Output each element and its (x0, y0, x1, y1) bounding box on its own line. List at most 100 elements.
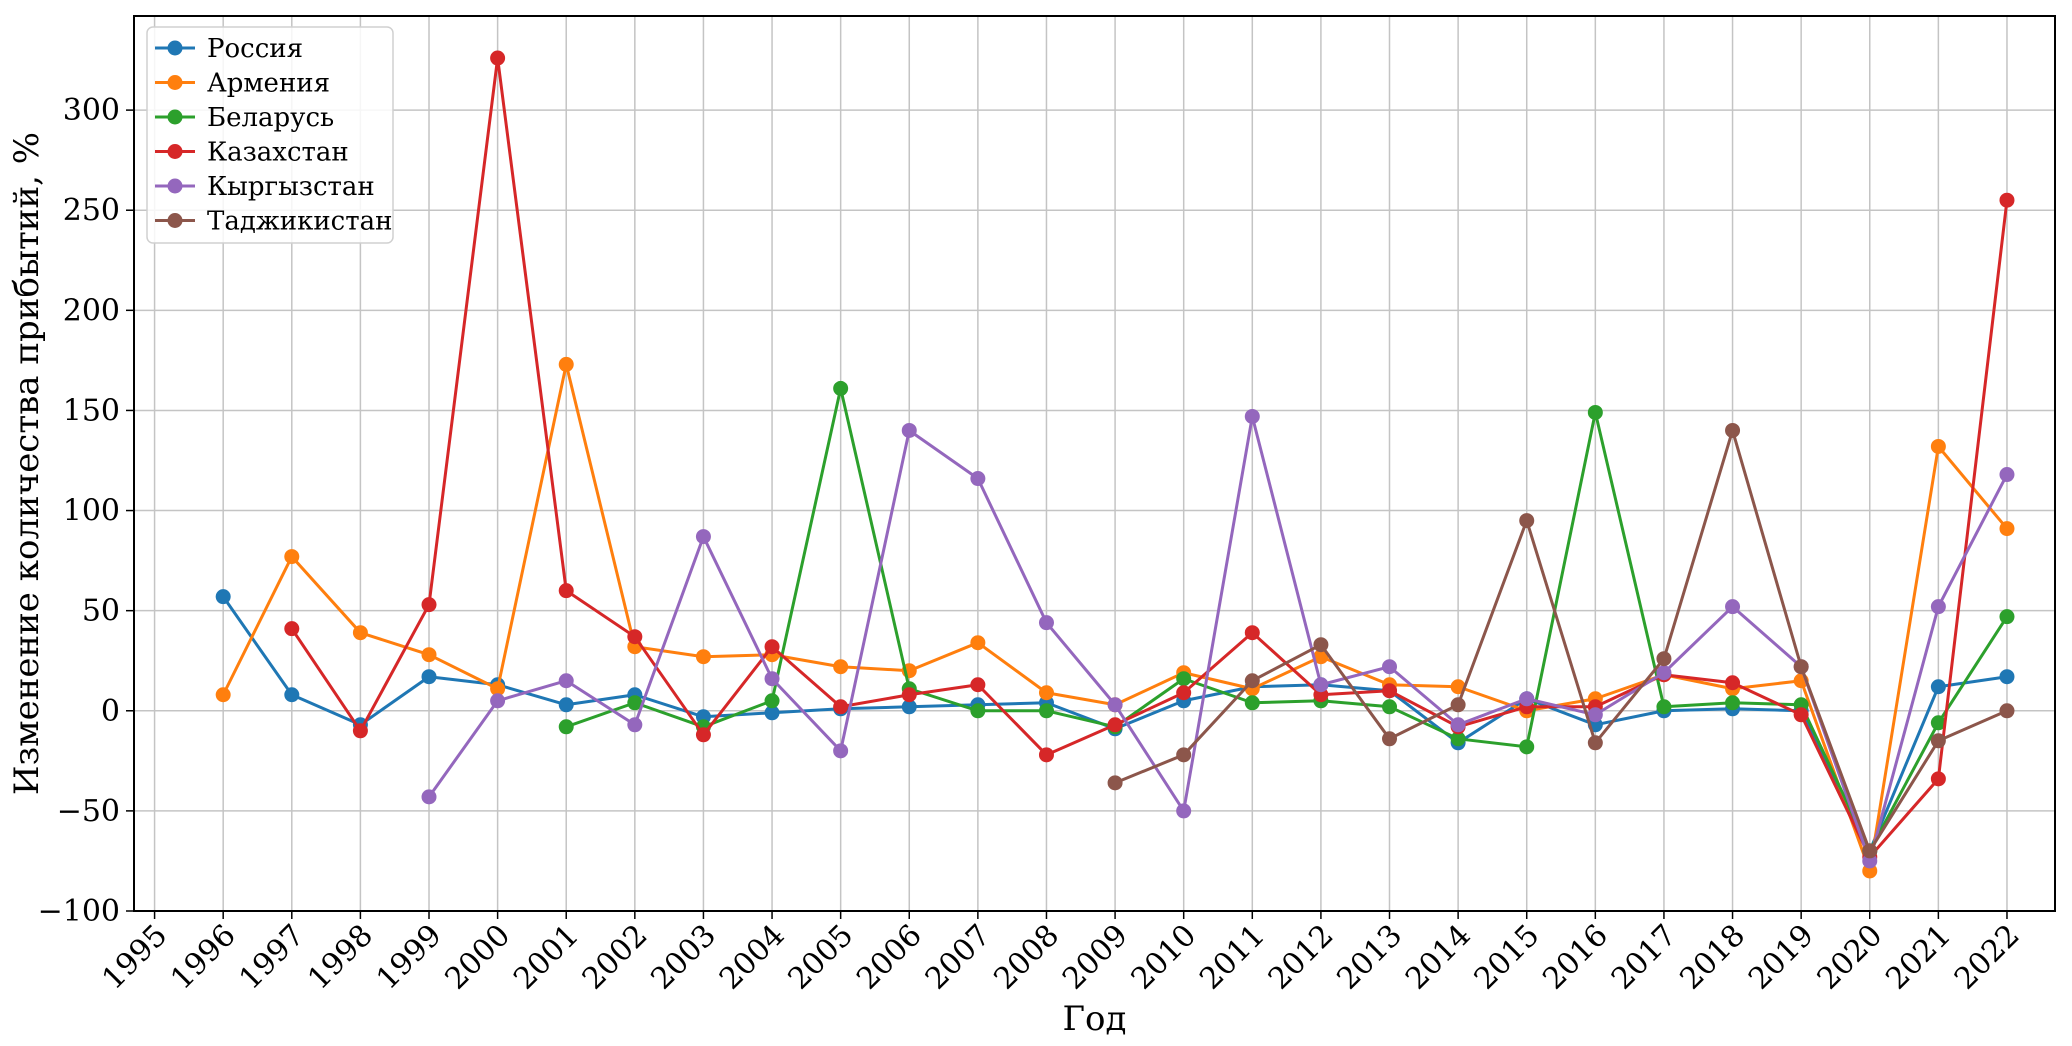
data-point (1382, 683, 1398, 699)
data-point (1176, 803, 1192, 819)
data-point (1450, 717, 1466, 733)
series-5 (421, 408, 2015, 869)
data-point (1999, 521, 2015, 537)
data-point (1725, 422, 1741, 438)
legend-item-5: Кыргызстан (155, 172, 375, 202)
data-point (1725, 599, 1741, 615)
x-tick-label: 2011 (1193, 918, 1272, 997)
data-point (1176, 685, 1192, 701)
data-point (1313, 649, 1329, 665)
data-point (764, 705, 780, 721)
data-point (421, 669, 437, 685)
y-tick-label: 200 (63, 293, 120, 328)
legend-item-2: Армения (155, 69, 330, 99)
data-point (1930, 599, 1946, 615)
data-point (1382, 699, 1398, 715)
series-line (565, 386, 2009, 853)
data-point (1244, 695, 1260, 711)
x-tick-label: 2000 (439, 918, 518, 997)
x-tick-label: 2005 (782, 918, 861, 997)
x-tick-label: 1998 (301, 918, 380, 997)
data-point (284, 549, 300, 565)
x-tick-label: 2013 (1330, 918, 1409, 997)
data-point (1656, 651, 1672, 667)
data-point (1930, 771, 1946, 787)
plot-frame (133, 15, 2056, 912)
data-point (1313, 677, 1329, 693)
x-tick-label: 2019 (1742, 918, 1821, 997)
data-point (352, 723, 368, 739)
series-line (290, 56, 2009, 859)
data-point (1793, 659, 1809, 675)
data-point (1176, 671, 1192, 687)
x-tick-label: 2009 (1056, 918, 1135, 997)
y-tick-label: 0 (101, 694, 120, 729)
legend-marker (167, 144, 183, 159)
data-point (764, 671, 780, 687)
data-point (695, 727, 711, 743)
legend-box (146, 26, 394, 244)
data-point (901, 687, 917, 703)
data-point (833, 743, 849, 759)
data-point (1930, 733, 1946, 749)
data-point (1999, 467, 2015, 483)
legend-marker (167, 109, 183, 125)
data-point (558, 583, 574, 599)
data-point (970, 635, 986, 651)
x-tick-label: 2017 (1605, 918, 1684, 997)
legend-label: Кыргызстан (207, 172, 375, 202)
series-4 (284, 50, 2015, 865)
legend-label: Армения (207, 69, 330, 99)
y-tick-label: −100 (38, 894, 120, 929)
legend-label: Беларусь (207, 103, 334, 133)
data-point (1930, 679, 1946, 695)
data-point (627, 629, 643, 645)
data-point (490, 50, 506, 66)
data-point (1656, 665, 1672, 681)
legend-label: Россия (207, 34, 303, 64)
data-point (215, 687, 231, 703)
legend-marker (167, 213, 183, 228)
data-point (1725, 675, 1741, 691)
y-tick-label: 100 (63, 494, 120, 529)
series-3 (558, 380, 2015, 859)
data-point (1656, 699, 1672, 715)
legend-item-6: Таджикистан (155, 207, 392, 237)
x-tick-label: 1997 (233, 918, 312, 997)
x-tick-label: 2012 (1262, 918, 1341, 997)
x-tick-label: 2004 (713, 918, 792, 997)
data-point (1930, 715, 1946, 731)
data-point (490, 681, 506, 697)
y-tick-label: 150 (63, 393, 120, 428)
data-point (421, 789, 437, 805)
data-point (1382, 659, 1398, 675)
data-point (1862, 843, 1878, 859)
data-point (833, 659, 849, 675)
data-point (1038, 685, 1054, 701)
x-tick-label: 2008 (987, 918, 1066, 997)
x-tick-label: 2021 (1879, 918, 1958, 997)
data-point (833, 699, 849, 715)
x-tick-label: 2006 (850, 918, 929, 997)
x-tick-label: 1995 (95, 918, 174, 997)
data-point (352, 625, 368, 641)
x-tick-label: 2020 (1811, 918, 1890, 997)
y-axis-title: Изменение количества прибытий, % (7, 132, 47, 795)
x-ticks: 1995199619971998199920002001200220032004… (95, 911, 2027, 997)
legend-marker (167, 178, 183, 194)
data-point (970, 677, 986, 693)
data-point (1999, 703, 2015, 719)
data-point (215, 589, 231, 605)
legend: Россия Армения Беларусь Казахстан Кыргызстан… (146, 26, 394, 244)
data-point (1038, 703, 1054, 719)
x-tick-label: 2022 (1948, 918, 2027, 997)
x-tick-label: 2018 (1673, 918, 1752, 997)
data-point (1999, 669, 2015, 685)
data-point (1930, 438, 1946, 454)
data-point (695, 649, 711, 665)
y-tick-label: −50 (57, 794, 120, 829)
x-tick-label: 2001 (507, 918, 586, 997)
data-point (970, 703, 986, 719)
data-point (284, 621, 300, 637)
data-point (764, 693, 780, 709)
